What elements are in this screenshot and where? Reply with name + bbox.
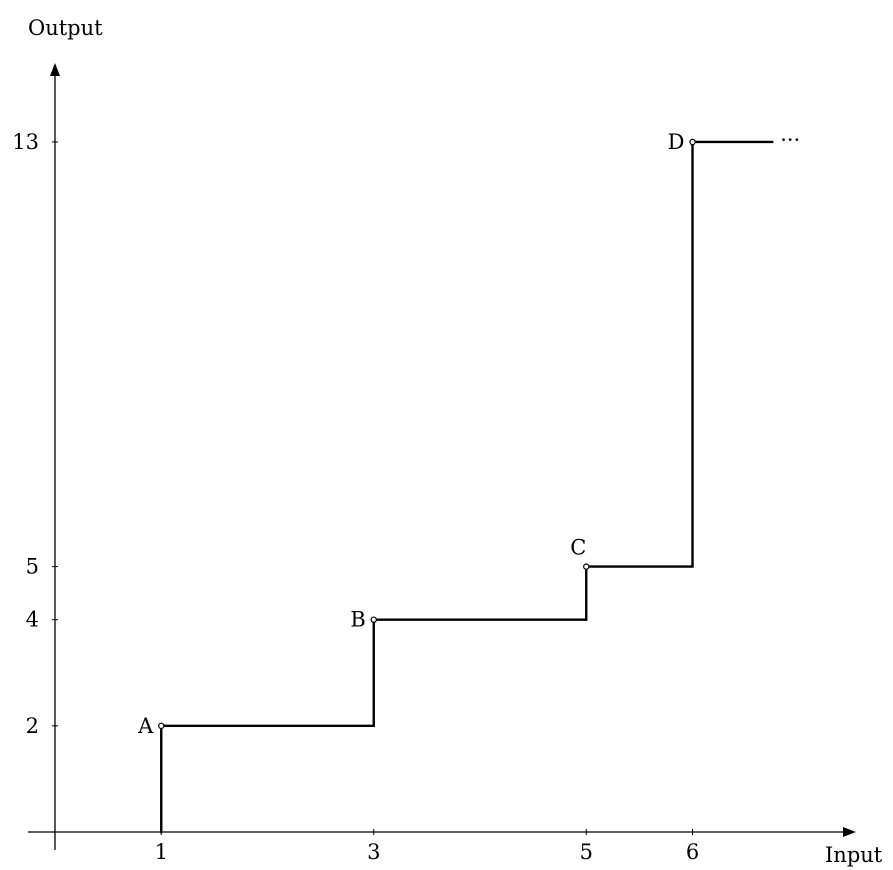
y-axis-arrow-icon xyxy=(50,63,60,76)
point-label-b: B xyxy=(350,608,365,632)
y-tick-label: 2 xyxy=(26,714,39,738)
point-b xyxy=(370,616,377,623)
points: A B C D xyxy=(137,130,696,738)
point-label-c: C xyxy=(570,536,586,560)
step-series xyxy=(160,140,774,834)
step-line xyxy=(160,140,774,834)
x-tick-label: 5 xyxy=(580,840,593,864)
x-axis-label: Input xyxy=(825,843,883,867)
axes: Input Output xyxy=(28,16,883,867)
y-tick-label: 13 xyxy=(12,130,39,154)
y-tick-label: 5 xyxy=(26,555,39,579)
point-d xyxy=(689,138,696,146)
y-axis-label: Output xyxy=(28,16,103,40)
x-tick-label: 3 xyxy=(367,840,380,864)
x-tick-label: 1 xyxy=(155,840,168,864)
y-tick-label: 4 xyxy=(26,608,39,632)
point-a xyxy=(158,722,165,730)
x-tick-label: 6 xyxy=(686,840,699,864)
x-axis-arrow-icon xyxy=(843,827,856,837)
continuation-dots: ··· xyxy=(780,128,800,152)
point-label-a: A xyxy=(137,714,154,738)
point-label-d: D xyxy=(668,130,685,154)
point-c xyxy=(583,563,590,570)
